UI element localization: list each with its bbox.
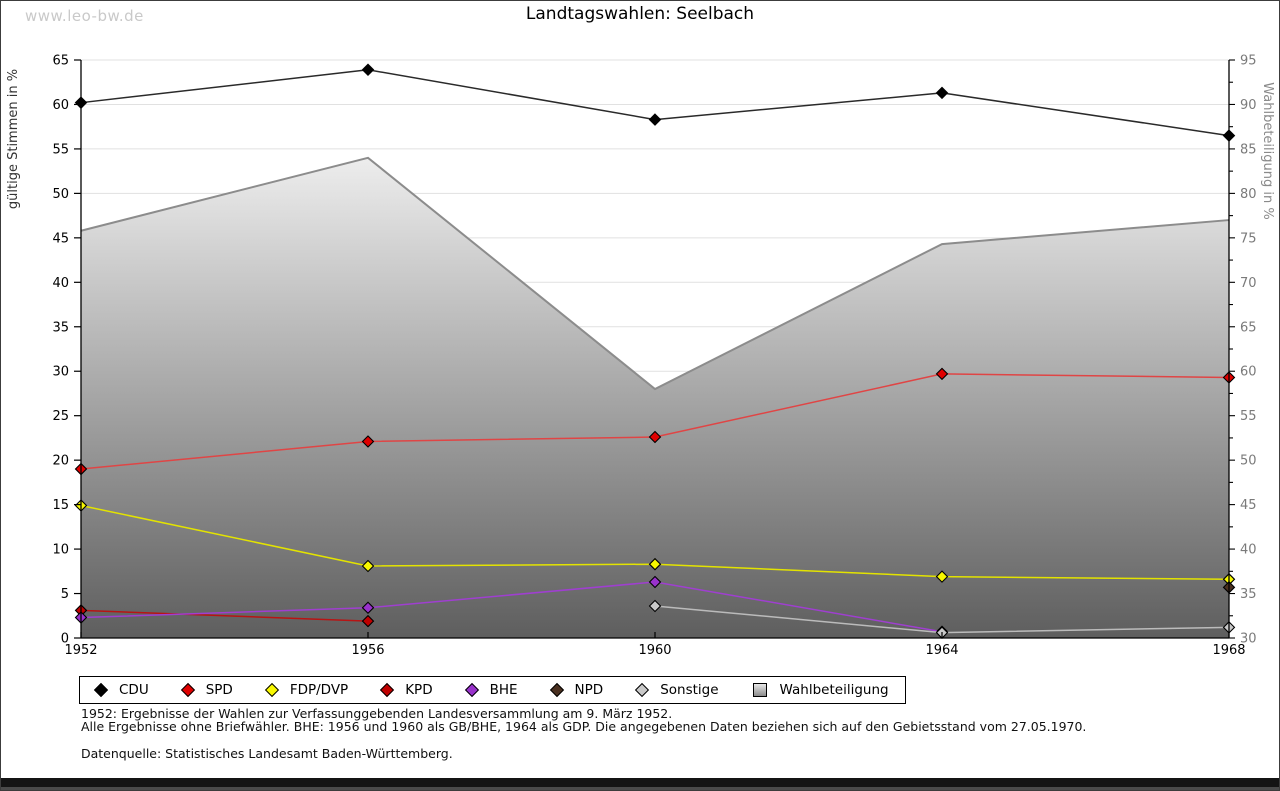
- watermark: www.leo-bw.de: [25, 7, 144, 25]
- footnote-line-1: 1952: Ergebnisse der Wahlen zur Verfassu…: [81, 706, 673, 721]
- legend: CDU SPD FDP/DVP KPD BHE NPD Sonstige Wahlbeteil…: [79, 676, 906, 704]
- data-point-sonstige: [648, 599, 662, 613]
- legend-label-cdu: CDU: [119, 682, 149, 698]
- footnotes: 1952: Ergebnisse der Wahlen zur Verfassu…: [81, 707, 1086, 760]
- page-title: Landtagswahlen: Seelbach: [525, 4, 755, 24]
- legend-item-wahlbeteiligung: Wahlbeteiligung: [752, 682, 889, 698]
- legend-item-spd: SPD: [180, 682, 233, 698]
- svg-text:0: 0: [61, 632, 69, 647]
- svg-text:30: 30: [52, 365, 69, 380]
- svg-text:1956: 1956: [351, 643, 384, 658]
- svg-text:65: 65: [52, 54, 69, 69]
- legend-diamond-cdu-icon: [93, 682, 109, 698]
- footnote-source: Datenquelle: Statistisches Landesamt Bad…: [81, 746, 453, 761]
- svg-text:55: 55: [1240, 409, 1257, 424]
- data-point-bhe: [361, 601, 375, 615]
- svg-text:15: 15: [52, 498, 69, 513]
- data-point-spd: [361, 435, 375, 448]
- data-point-kpd: [361, 614, 375, 628]
- svg-text:1964: 1964: [925, 643, 958, 658]
- bottom-edge-shadow: [1, 787, 1279, 790]
- data-point-fdp-dvp: [361, 559, 375, 573]
- data-point-cdu: [935, 86, 949, 100]
- legend-item-cdu: CDU: [93, 682, 149, 698]
- chart-plot: 0 5 10 15 20 25 30 35 40 45 50 55 60 65 30 35 40 45 50 55 60…: [6, 54, 1275, 659]
- legend-label-npd: NPD: [574, 682, 604, 698]
- data-point-fdp-dvp: [935, 570, 949, 583]
- legend-diamond-bhe-icon: [464, 682, 479, 698]
- data-point-bhe: [648, 575, 662, 589]
- svg-text:75: 75: [1240, 231, 1257, 246]
- svg-text:25: 25: [52, 409, 69, 424]
- legend-label-bhe: BHE: [489, 682, 518, 698]
- data-point-spd: [935, 367, 949, 381]
- svg-text:5: 5: [61, 587, 69, 602]
- left-axis-title: gültige Stimmen in %: [6, 69, 21, 209]
- legend-label-wahlbeteiligung: Wahlbeteiligung: [779, 682, 889, 698]
- legend-square-wahlbeteiligung-icon: [752, 683, 767, 697]
- legend-item-sonstige: Sonstige: [635, 682, 719, 698]
- svg-text:1952: 1952: [64, 643, 97, 658]
- legend-item-npd: NPD: [549, 682, 604, 698]
- legend-label-fdp-dvp: FDP/DVP: [289, 682, 349, 698]
- svg-text:90: 90: [1240, 98, 1257, 113]
- svg-text:80: 80: [1240, 187, 1257, 202]
- svg-text:35: 35: [52, 320, 69, 335]
- footnote-line-2: Alle Ergebnisse ohne Briefwähler. BHE: 1…: [81, 719, 1087, 734]
- svg-text:20: 20: [52, 454, 69, 469]
- svg-text:1960: 1960: [638, 643, 671, 658]
- legend-diamond-npd-icon: [549, 682, 564, 698]
- series-cdu: [74, 63, 1236, 142]
- legend-diamond-sonstige-icon: [635, 682, 650, 698]
- svg-text:50: 50: [1240, 454, 1257, 469]
- svg-text:70: 70: [1240, 276, 1257, 291]
- svg-text:85: 85: [1240, 142, 1257, 157]
- svg-text:95: 95: [1240, 54, 1257, 69]
- data-point-spd: [648, 430, 662, 444]
- legend-label-spd: SPD: [205, 682, 233, 698]
- svg-text:60: 60: [52, 98, 69, 113]
- svg-text:1968: 1968: [1212, 643, 1245, 658]
- legend-item-kpd: KPD: [380, 682, 433, 698]
- svg-text:30: 30: [1240, 632, 1257, 647]
- right-axis-title: Wahlbeteiligung in %: [1260, 82, 1275, 219]
- svg-text:40: 40: [1240, 543, 1257, 558]
- bottom-edge-bar: [1, 778, 1279, 787]
- legend-label-kpd: KPD: [405, 682, 433, 698]
- data-point-cdu: [648, 113, 662, 126]
- svg-text:40: 40: [52, 276, 69, 291]
- svg-text:60: 60: [1240, 365, 1257, 380]
- svg-text:55: 55: [52, 142, 69, 157]
- wahlbeteiligung-area: [80, 156, 1230, 639]
- legend-diamond-kpd-icon: [380, 682, 395, 698]
- svg-text:45: 45: [1240, 498, 1257, 513]
- svg-text:45: 45: [52, 231, 69, 246]
- data-point-cdu: [361, 63, 375, 77]
- legend-label-sonstige: Sonstige: [660, 682, 719, 698]
- legend-item-bhe: BHE: [464, 682, 518, 698]
- svg-text:35: 35: [1240, 587, 1257, 602]
- legend-item-fdp-dvp: FDP/DVP: [264, 682, 349, 698]
- svg-text:65: 65: [1240, 320, 1257, 335]
- svg-text:50: 50: [52, 187, 69, 202]
- svg-text:10: 10: [52, 543, 69, 558]
- series-kpd: [74, 604, 375, 628]
- axes: 0 5 10 15 20 25 30 35 40 45 50 55 60 65 30 35 40 45 50 55 60…: [52, 54, 1256, 659]
- legend-diamond-fdp-dvp-icon: [264, 682, 279, 698]
- legend-diamond-spd-icon: [180, 682, 195, 698]
- data-point-fdp-dvp: [648, 557, 662, 571]
